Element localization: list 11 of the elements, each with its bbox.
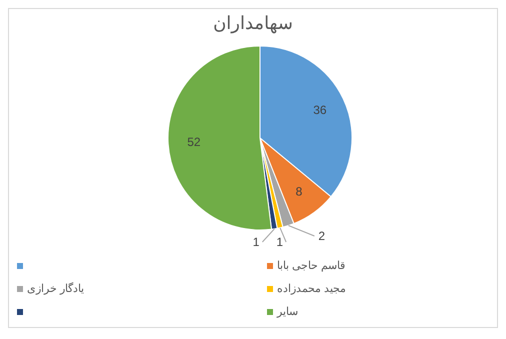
data-label: 8 — [296, 184, 303, 199]
data-label: 36 — [313, 102, 327, 117]
chart-title: سهامداران — [212, 13, 294, 34]
data-label: 1 — [252, 235, 260, 249]
data-label: 52 — [187, 135, 201, 150]
legend-label: سایر — [277, 305, 298, 318]
legend-label: یادگار خرازی — [27, 282, 84, 295]
legend-label: قاسم حاجی بابا — [277, 259, 346, 272]
legend-label: مجید محمدزاده — [277, 282, 346, 295]
data-label: 1 — [276, 235, 284, 249]
data-label: 2 — [318, 229, 326, 243]
